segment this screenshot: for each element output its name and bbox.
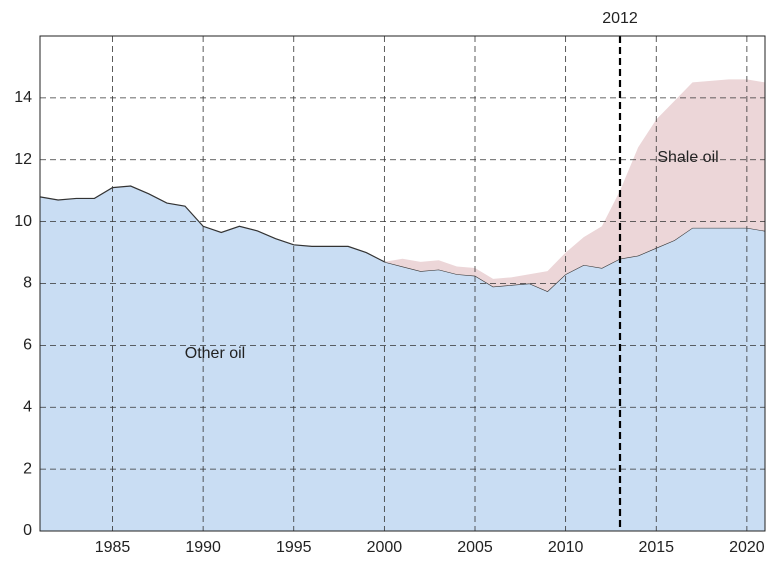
plot-frame bbox=[39, 35, 766, 532]
y-tick-label: 10 bbox=[14, 213, 32, 230]
x-tick-label: 1995 bbox=[276, 539, 312, 556]
y-tick-label: 2 bbox=[23, 460, 32, 477]
y-tick-label: 0 bbox=[23, 522, 32, 539]
y-tick-label: 12 bbox=[14, 151, 32, 168]
series-label: Other oil bbox=[185, 345, 245, 362]
y-tick-label: 6 bbox=[23, 337, 32, 354]
y-tick-label: 8 bbox=[23, 275, 32, 292]
x-tick-label: 2010 bbox=[548, 539, 584, 556]
area bbox=[40, 79, 765, 292]
series-label: Shale oil bbox=[657, 149, 718, 166]
x-tick-label: 1990 bbox=[185, 539, 221, 556]
y-tick-label: 4 bbox=[23, 398, 32, 415]
y-tick-label: 14 bbox=[14, 89, 32, 106]
x-tick-label: 2000 bbox=[367, 539, 403, 556]
area bbox=[40, 186, 765, 531]
x-tick-label: 2020 bbox=[729, 539, 765, 556]
x-tick-label: 2015 bbox=[638, 539, 674, 556]
annotation-label: 2012 bbox=[602, 10, 638, 27]
x-tick-label: 1985 bbox=[95, 539, 131, 556]
x-tick-label: 2005 bbox=[457, 539, 493, 556]
